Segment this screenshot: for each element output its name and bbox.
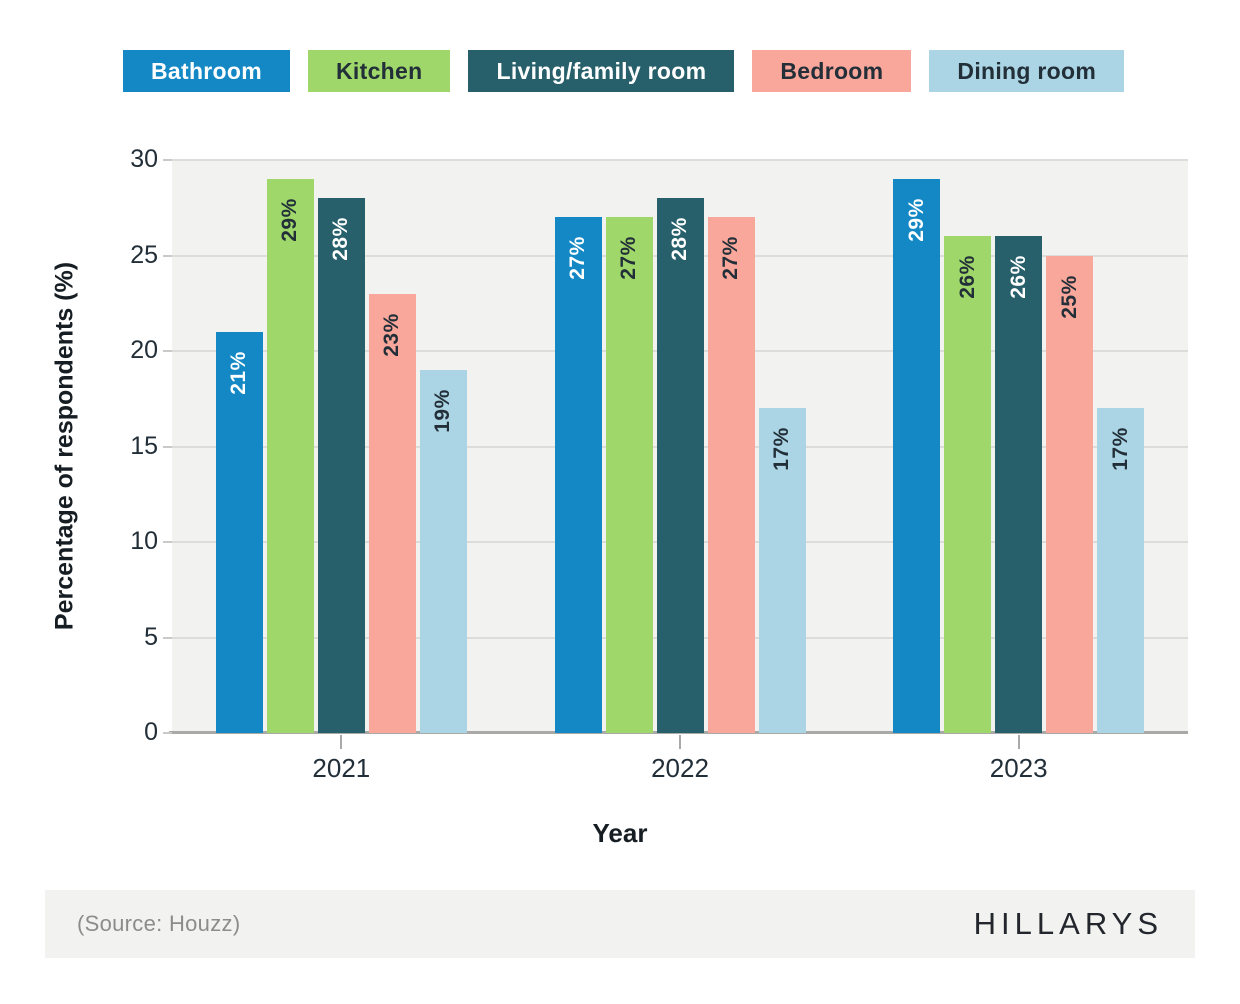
x-tick-label: 2021 xyxy=(312,753,371,783)
bar-value-label: 27% xyxy=(566,236,589,281)
source-bar: (Source: Houzz) HILLARYS xyxy=(45,890,1195,958)
x-tick-mark xyxy=(679,735,681,749)
bar-living-family-room-2023: 26% xyxy=(995,236,1043,733)
y-tick-mark xyxy=(163,732,172,734)
gridline xyxy=(172,159,1188,161)
bar-value-label: 17% xyxy=(770,427,793,472)
legend-item-living-family-room: Living/family room xyxy=(468,50,735,92)
bar-value-label: 28% xyxy=(668,217,691,261)
bar-kitchen-2021: 29% xyxy=(266,179,314,733)
bar-dining-room-2022: 17% xyxy=(758,408,806,733)
y-tick-label: 30 xyxy=(130,145,158,173)
bar-group-2023: 29% 26% 26% 25% 17% xyxy=(893,160,1145,733)
legend-item-dining-room: Dining room xyxy=(929,50,1125,92)
bar-living-family-room-2021: 28% xyxy=(317,198,365,733)
legend-item-label: Dining room xyxy=(957,57,1097,84)
bar-value-label: 25% xyxy=(1057,274,1081,319)
bar-bedroom-2022: 27% xyxy=(707,217,755,733)
y-tick-mark xyxy=(163,445,172,448)
bar-bathroom-2021: 21% xyxy=(215,331,263,733)
brand-logo: HILLARYS xyxy=(973,906,1163,941)
bar-living-family-room-2022: 28% xyxy=(656,198,704,733)
legend-item-label: Living/family room xyxy=(496,57,707,84)
y-axis-title: Percentage of respondents (%) xyxy=(50,261,79,631)
x-tick-mark xyxy=(1017,735,1020,749)
bar-value-label: 19% xyxy=(431,389,455,433)
bar-dining-room-2021: 19% xyxy=(419,370,467,733)
bar-value-label: 26% xyxy=(1006,255,1030,300)
bar-value-label: 29% xyxy=(278,198,302,242)
y-tick-label: 15 xyxy=(130,431,158,460)
y-tick-label: 5 xyxy=(144,622,158,651)
y-tick-mark xyxy=(163,254,172,257)
bar-dining-room-2023: 17% xyxy=(1097,408,1145,733)
x-tick-label: 2022 xyxy=(651,753,709,783)
legend-item-label: Kitchen xyxy=(336,57,423,84)
y-tick-mark xyxy=(163,350,172,352)
bar-value-label: 17% xyxy=(1108,427,1132,472)
bar-bedroom-2023: 25% xyxy=(1046,255,1094,733)
bar-value-label: 28% xyxy=(329,217,353,261)
bar-kitchen-2023: 26% xyxy=(944,236,992,733)
y-tick-mark xyxy=(163,636,172,639)
legend-item-bedroom: Bedroom xyxy=(752,50,912,92)
legend-item-label: Bedroom xyxy=(780,57,884,84)
y-tick-label: 0 xyxy=(144,718,158,746)
bar-group-2022: 27% 27% 28% 27% 17% xyxy=(554,160,806,733)
bar-bedroom-2021: 23% xyxy=(368,293,416,733)
bar-value-label: 21% xyxy=(227,351,251,395)
y-tick-mark xyxy=(163,541,172,543)
y-tick-label: 20 xyxy=(130,336,158,364)
bar-group-2021: 21% 29% 28% 23% 19% xyxy=(215,160,467,733)
bar-bathroom-2023: 29% xyxy=(893,179,941,733)
bar-value-label: 26% xyxy=(955,255,979,300)
legend: Bathroom Kitchen Living/family room Bedroom… xyxy=(123,50,1125,92)
bar-kitchen-2022: 27% xyxy=(605,217,653,733)
bar-value-label: 27% xyxy=(617,236,640,281)
bar-value-label: 23% xyxy=(380,312,404,357)
x-tick-label: 2023 xyxy=(989,753,1048,783)
y-tick-label: 25 xyxy=(130,240,158,269)
y-tick-mark xyxy=(163,159,172,161)
legend-item-kitchen: Kitchen xyxy=(308,50,451,92)
bar-bathroom-2022: 27% xyxy=(554,217,602,733)
legend-item-bathroom: Bathroom xyxy=(123,50,291,92)
bar-value-label: 29% xyxy=(904,198,928,242)
y-tick-label: 10 xyxy=(130,527,158,555)
source-text: (Source: Houzz) xyxy=(77,911,241,936)
x-axis-title: Year xyxy=(592,818,648,848)
x-tick-mark xyxy=(340,735,343,749)
chart-plot: 21% 29% 28% 23% 19% 27% 27% 28% 27% 17% 29% 26% 26% 2… xyxy=(169,159,1188,734)
bar-value-label: 27% xyxy=(719,236,742,281)
legend-item-label: Bathroom xyxy=(151,57,263,84)
